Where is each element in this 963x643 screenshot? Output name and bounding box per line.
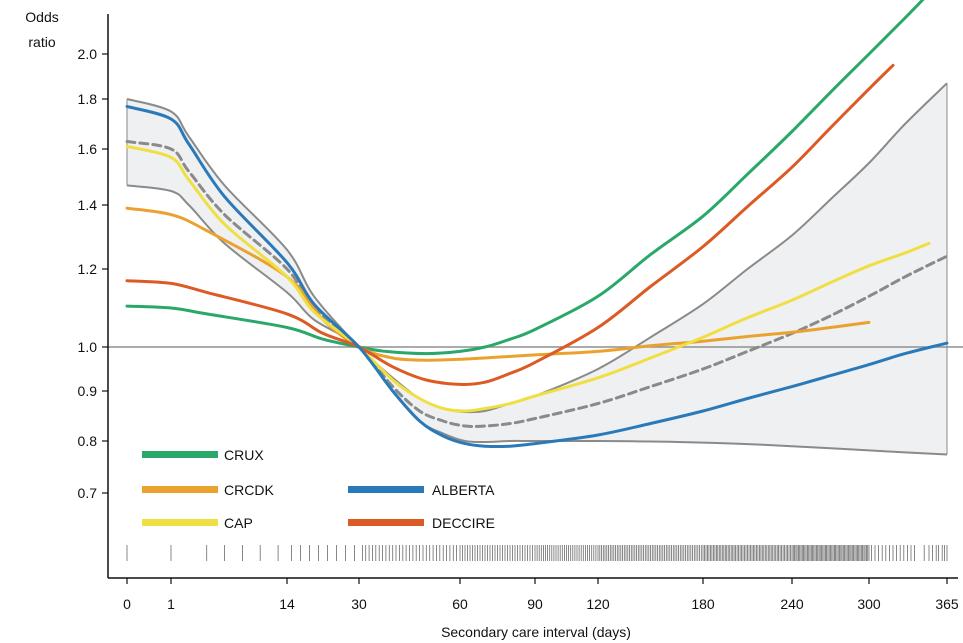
x-tick-label: 120	[586, 596, 610, 612]
x-tick-label: 14	[279, 596, 295, 612]
y-tick-label: 2.0	[78, 46, 98, 62]
legend-swatch-crux	[142, 451, 218, 458]
y-tick-label: 0.7	[78, 485, 98, 501]
legend-swatch-deccire	[348, 519, 424, 526]
x-tick-label: 180	[691, 596, 715, 612]
legend-label-deccire: DECCIRE	[432, 515, 495, 531]
y-tick-label: 1.6	[78, 141, 98, 157]
y-tick-label: 0.9	[78, 383, 98, 399]
legend-label-crcdk: CRCDK	[224, 482, 274, 498]
rug-layer	[126, 545, 948, 561]
legend-swatch-cap	[142, 519, 218, 526]
legend-label-cap: CAP	[224, 515, 253, 531]
series-layer	[125, 0, 949, 448]
legend-swatch-alberta	[348, 486, 424, 493]
legend: CRUX CRCDK ALBERTA CAP DECCIRE	[142, 447, 495, 531]
y-axis-title-line1: Odds	[25, 9, 58, 25]
y-tick-label: 0.8	[78, 433, 98, 449]
confidence-band-fill	[127, 83, 947, 455]
x-tick-label: 240	[780, 596, 804, 612]
x-tick-label: 90	[527, 596, 543, 612]
x-tick-label: 365	[935, 596, 959, 612]
y-tick-label: 1.2	[78, 261, 98, 277]
legend-label-crux: CRUX	[224, 447, 264, 463]
series-line-pooled	[125, 140, 949, 428]
legend-label-alberta: ALBERTA	[432, 482, 495, 498]
x-tick-label: 60	[452, 596, 468, 612]
tick-layer: 0.7 0.8 0.9 1.0 1.2 1.4 1.6 1.8 2.0 0 1 14 30 60 90 120…	[78, 46, 959, 612]
series-line-crux	[125, 0, 925, 356]
x-tick-label: 30	[351, 596, 367, 612]
x-tick-label: 1	[167, 596, 175, 612]
x-tick-label: 300	[857, 596, 881, 612]
series-line-cap	[125, 145, 931, 413]
series-line-deccire	[125, 63, 895, 386]
series-line-crcdk	[125, 206, 871, 362]
confidence-band-layer	[126, 82, 948, 456]
axes: Odds ratio Secondary care interval (days…	[25, 9, 958, 640]
y-tick-label: 1.0	[78, 339, 98, 355]
x-axis-title: Secondary care interval (days)	[441, 624, 631, 640]
legend-swatch-crcdk	[142, 486, 218, 493]
y-axis-title-line2: ratio	[28, 34, 55, 50]
series-line-alberta	[125, 105, 949, 448]
x-tick-label: 0	[123, 596, 131, 612]
y-tick-label: 1.8	[78, 91, 98, 107]
confidence-band-lower	[126, 184, 948, 456]
y-tick-label: 1.4	[78, 197, 98, 213]
confidence-band-upper	[126, 82, 948, 414]
